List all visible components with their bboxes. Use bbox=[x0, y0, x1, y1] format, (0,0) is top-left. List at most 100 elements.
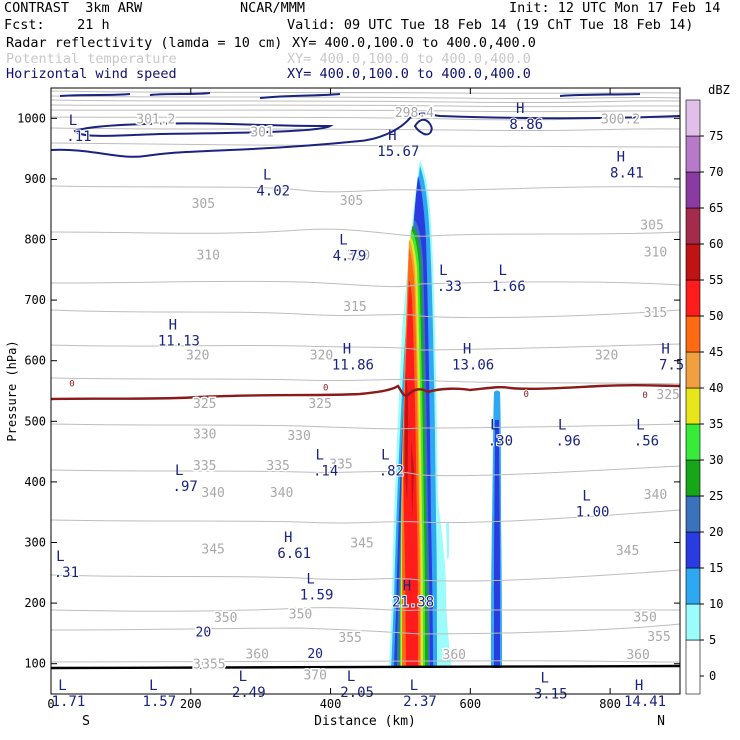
theta-contour-label: 350 bbox=[214, 611, 237, 626]
wind-extremum: L4.79 bbox=[332, 233, 368, 266]
colorbar-swatch bbox=[685, 495, 701, 533]
extremum-value: 4.02 bbox=[256, 184, 290, 200]
colorbar-label: 25 bbox=[709, 489, 723, 503]
refl-55dbz-core bbox=[405, 370, 408, 500]
field-3-xy: XY= 400.0,100.0 to 400.0,400.0 bbox=[287, 66, 531, 82]
colorbar-swatch bbox=[685, 135, 701, 173]
wind-extremum: L.82 bbox=[378, 448, 405, 481]
extremum-type: L bbox=[263, 168, 271, 184]
extremum-type: H bbox=[661, 342, 669, 358]
extremum-value: 6.61 bbox=[277, 546, 311, 562]
extremum-value: 2.37 bbox=[403, 694, 437, 710]
extremum-type: L bbox=[339, 233, 347, 249]
colorbar-unit: dBZ bbox=[708, 83, 730, 97]
refl-cell3-5dbz bbox=[446, 522, 449, 560]
extremum-type: L bbox=[58, 678, 66, 694]
colorbar-label: 15 bbox=[709, 561, 723, 575]
theta-contour-label: 340 bbox=[270, 486, 293, 501]
extremum-value: .11 bbox=[66, 129, 91, 145]
theta-contour-label: 310 bbox=[644, 246, 667, 261]
wind-extremum: L.11 bbox=[65, 113, 92, 146]
colorbar-label: 35 bbox=[709, 417, 723, 431]
colorbar-label: 70 bbox=[709, 165, 723, 179]
extremum-type: H bbox=[343, 342, 351, 358]
extremum-type: L bbox=[306, 571, 314, 587]
plot-header: CONTRAST 3km ARW NCAR/MMM Init: 12 UTC M… bbox=[0, 0, 740, 84]
wind-contours bbox=[51, 92, 680, 158]
wind-extremum: L2.49 bbox=[231, 669, 267, 702]
colorbar-swatch bbox=[685, 423, 701, 461]
plot-frame bbox=[50, 87, 681, 695]
extremum-value: 1.66 bbox=[492, 279, 526, 295]
y-tick-label: 100 bbox=[24, 657, 46, 671]
extremum-type: L bbox=[582, 488, 590, 504]
org-label: NCAR/MMM bbox=[240, 0, 306, 16]
extremum-value: 4.79 bbox=[333, 249, 367, 265]
y-tick-label: 400 bbox=[24, 475, 46, 489]
extremum-type: L bbox=[540, 671, 548, 687]
colorbar-swatch bbox=[685, 279, 701, 317]
extremum-type: H bbox=[169, 317, 177, 333]
wind-extremum: H8.41 bbox=[609, 150, 645, 183]
wind-extremum: H11.86 bbox=[331, 342, 375, 375]
y-axis-label: Pressure (hPa) bbox=[5, 340, 19, 441]
wind-extremum: L.14 bbox=[312, 448, 339, 481]
theta-contour-label: 298.4 bbox=[395, 106, 434, 121]
extremum-value: .31 bbox=[54, 565, 79, 581]
theta-contour-label: 340 bbox=[644, 488, 667, 503]
field-1-name: Radar reflectivity (lamda = 10 cm) bbox=[6, 35, 283, 51]
y-tick-label: 1000 bbox=[17, 111, 46, 125]
extremum-value: 8.86 bbox=[509, 117, 543, 133]
colorbar-swatch bbox=[685, 243, 701, 281]
colorbar-swatch bbox=[685, 99, 701, 137]
x-end-label-left: S bbox=[82, 714, 90, 729]
theta-contour-label: 335 bbox=[193, 459, 216, 474]
wind-extremum: H6.61 bbox=[276, 530, 312, 563]
extremum-value: 11.13 bbox=[158, 333, 200, 349]
extremum-value: 11.86 bbox=[332, 358, 374, 374]
y-tick-label: 200 bbox=[24, 596, 46, 610]
x-tick-label: 200 bbox=[180, 697, 202, 711]
freezing-level-label: 0 bbox=[323, 383, 328, 393]
refl-50dbz bbox=[403, 280, 418, 668]
theta-contour-label: 305 bbox=[340, 194, 363, 209]
ground-line bbox=[51, 664, 680, 670]
extremum-type: L bbox=[149, 678, 157, 694]
colorbar-swatch bbox=[685, 171, 701, 209]
extremum-type: H bbox=[463, 342, 471, 358]
field-2-name: Potential temperature bbox=[6, 51, 177, 67]
colorbar-label: 10 bbox=[709, 597, 723, 611]
theta-contour-label: 355 bbox=[202, 658, 225, 673]
wind-extremum: L1.71 bbox=[51, 678, 87, 711]
wind-extremum: H13.06 bbox=[451, 342, 495, 375]
theta-contour-label: 355 bbox=[647, 630, 670, 645]
theta-contour-label: 315 bbox=[343, 300, 366, 315]
wind-extremum: L.96 bbox=[555, 417, 582, 450]
extremum-type: H bbox=[284, 530, 292, 546]
colorbar-swatch bbox=[685, 387, 701, 425]
extremum-value: 13.06 bbox=[452, 358, 494, 374]
extremum-value: 15.67 bbox=[377, 144, 419, 160]
extremum-value: .96 bbox=[556, 433, 581, 449]
x-axis-label: Distance (km) bbox=[314, 714, 416, 729]
extremum-type: H bbox=[516, 101, 524, 117]
wind-contour-label: 20 bbox=[196, 626, 212, 641]
theta-contour-label: 315 bbox=[644, 306, 667, 321]
extremum-type: L bbox=[490, 417, 498, 433]
theta-contour-label: 345 bbox=[616, 544, 639, 559]
wind-extremum: L2.05 bbox=[339, 669, 375, 702]
colorbar-label: 60 bbox=[709, 237, 723, 251]
extremum-value: 3.15 bbox=[534, 687, 568, 703]
wind-extremum: L4.02 bbox=[255, 168, 291, 201]
theta-contour-label: 335 bbox=[266, 459, 289, 474]
wind-extremum: L3.15 bbox=[533, 671, 569, 704]
wind-extremum: L.33 bbox=[436, 263, 463, 296]
colorbar-swatch bbox=[685, 459, 701, 497]
colorbar-swatch bbox=[685, 639, 701, 695]
theta-contour-label: 310 bbox=[197, 249, 220, 264]
field-3-name: Horizontal wind speed bbox=[6, 66, 177, 82]
extremum-value: 1.71 bbox=[52, 694, 86, 710]
theta-contour-label: 330 bbox=[193, 427, 216, 442]
colorbar-swatch bbox=[685, 351, 701, 389]
